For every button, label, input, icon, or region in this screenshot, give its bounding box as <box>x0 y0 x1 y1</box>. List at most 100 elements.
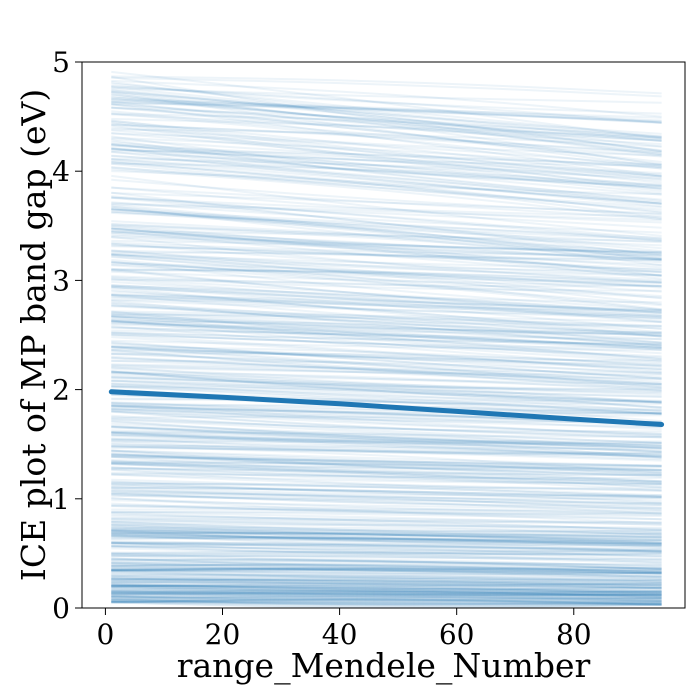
ice-line <box>111 578 662 588</box>
ice-line <box>111 75 662 156</box>
ice-line <box>111 526 662 542</box>
ice-line <box>111 590 662 597</box>
ice-line <box>111 561 662 572</box>
ice-line <box>111 445 662 462</box>
ice-line <box>111 560 662 570</box>
ice-line <box>111 223 662 243</box>
ice-line <box>111 586 662 596</box>
ice-line <box>111 261 662 284</box>
ice-line <box>111 558 662 568</box>
ice-line <box>111 486 662 497</box>
ice-line <box>111 595 662 602</box>
ice-line <box>111 371 662 392</box>
ice-line <box>111 519 662 534</box>
ice-line <box>111 564 662 574</box>
ice-line <box>111 420 662 450</box>
ice-line <box>111 597 662 603</box>
ice-line <box>111 581 662 589</box>
x-tick-label: 0 <box>97 618 115 651</box>
ice-line <box>111 425 662 447</box>
ice-line <box>111 534 662 547</box>
ice-line <box>111 584 662 591</box>
ice-line <box>111 541 662 553</box>
ice-line <box>111 196 662 257</box>
ice-line <box>111 158 662 204</box>
ice-line <box>111 497 662 515</box>
ice-line <box>111 371 662 398</box>
ice-line <box>111 562 662 574</box>
ice-line <box>111 373 662 392</box>
ice-line <box>111 81 662 139</box>
ice-line <box>111 486 662 504</box>
ice-line <box>111 106 662 166</box>
ice-line <box>111 252 662 273</box>
ice-line <box>111 593 662 602</box>
ice-line <box>111 138 662 166</box>
ice-line <box>111 315 662 344</box>
ice-line <box>111 367 662 389</box>
ice-line <box>111 289 662 334</box>
ice-line <box>111 562 662 571</box>
ice-line <box>111 589 662 599</box>
ice-line <box>111 329 662 351</box>
ice-line <box>111 410 662 439</box>
ice-line <box>111 529 662 538</box>
ice-line <box>111 123 662 158</box>
ice-line <box>111 100 662 163</box>
ice-line <box>111 497 662 517</box>
ice-line <box>111 320 662 335</box>
ice-line <box>111 322 662 334</box>
ice-line <box>111 511 662 526</box>
ice-line <box>111 589 662 596</box>
ice-line <box>111 426 662 459</box>
ice-line <box>111 584 662 595</box>
ice-line <box>111 384 662 404</box>
ice-line <box>111 600 662 606</box>
ice-line <box>111 86 662 153</box>
ice-line <box>111 278 662 299</box>
ice-line <box>111 494 662 515</box>
ice-line <box>111 569 662 578</box>
ice-line <box>111 280 662 304</box>
ice-line <box>111 375 662 409</box>
ice-line <box>111 468 662 485</box>
ice-line <box>111 594 662 602</box>
ice-line <box>111 315 662 355</box>
ice-line <box>111 222 662 258</box>
ice-line <box>111 106 662 146</box>
ice-line <box>111 107 662 140</box>
ice-line <box>111 600 662 605</box>
ice-line <box>111 312 662 330</box>
ice-line <box>111 97 662 142</box>
ice-line <box>111 580 662 590</box>
ice-lines-group <box>111 70 662 609</box>
ice-line <box>111 208 662 244</box>
y-tick-label: 0 <box>52 592 70 625</box>
ice-line <box>111 244 662 271</box>
ice-line <box>111 583 662 592</box>
ice-line <box>111 494 662 505</box>
ice-line <box>111 599 662 606</box>
ice-line <box>111 202 662 222</box>
ice-line <box>111 372 662 386</box>
ice-line <box>111 585 662 594</box>
ice-line <box>111 513 662 532</box>
ice-line <box>111 407 662 415</box>
ice-line <box>111 315 662 341</box>
ice-line <box>111 379 662 404</box>
ice-line <box>111 85 662 115</box>
ice-line <box>111 590 662 598</box>
ice-line <box>111 526 662 534</box>
ice-line <box>111 305 662 335</box>
ice-line <box>111 425 662 449</box>
ice-line <box>111 473 662 497</box>
ice-line <box>111 581 662 586</box>
ice-line <box>111 508 662 514</box>
ice-line <box>111 205 662 262</box>
ice-line <box>111 253 662 306</box>
ice-line <box>111 331 662 349</box>
ice-line <box>111 585 662 593</box>
ice-line <box>111 92 662 168</box>
ice-line <box>111 191 662 250</box>
